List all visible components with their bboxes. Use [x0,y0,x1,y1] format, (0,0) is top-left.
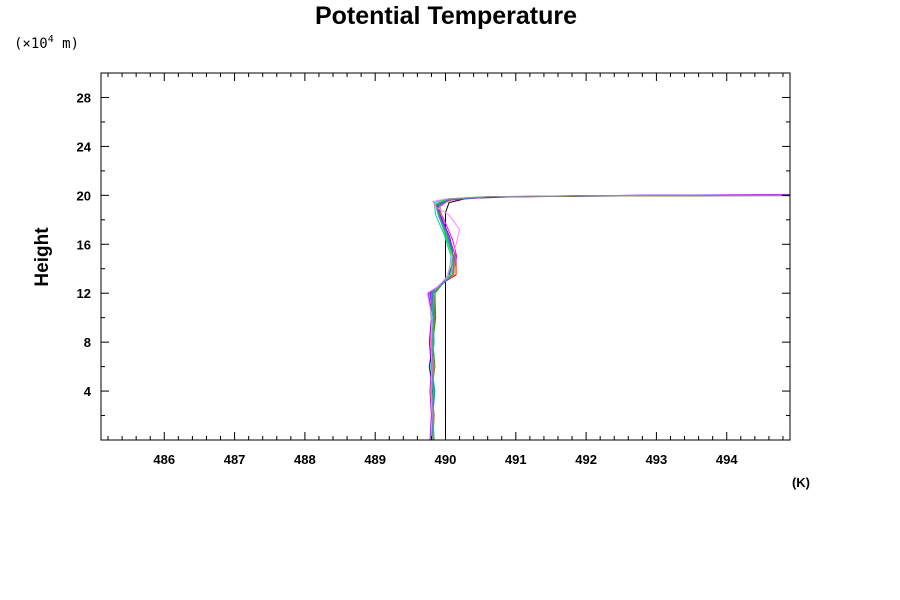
y-unit-suffix: m) [54,36,79,52]
series-line-2 [429,194,791,441]
series-layer [426,193,791,441]
x-tick-label: 493 [646,452,668,467]
y-unit-exponent: 4 [48,34,54,45]
ticks-layer: 486 487 488 489 490 491 492 493 494 4 8 12 16 20 24 28 [77,73,790,467]
x-tick-label: 492 [575,452,597,467]
y-axis-label: Height [32,227,53,287]
y-unit-label: (×104 m) [14,34,79,52]
x-tick-label: 487 [224,452,246,467]
y-tick-label: 28 [77,90,91,105]
series-line-9 [430,194,791,441]
x-tick-label: 491 [505,452,527,467]
x-unit-label: (K) [792,475,810,490]
y-unit-prefix: (×10 [14,36,48,52]
series-line-11 [426,194,791,441]
series-line-3 [428,194,791,441]
series-line-4 [430,194,791,441]
y-tick-label: 24 [77,139,92,154]
series-line-6 [430,194,791,441]
y-tick-label: 12 [77,286,91,301]
y-tick-label: 8 [84,335,91,350]
y-tick-label: 20 [77,188,91,203]
x-tick-label: 488 [294,452,316,467]
series-line-5 [429,193,791,441]
x-tick-label: 494 [716,452,738,467]
series-line-12 [431,194,791,441]
series-line-8 [428,194,791,441]
y-tick-label: 16 [77,237,91,252]
series-line-10 [430,194,791,441]
x-tick-label: 489 [364,452,386,467]
y-tick-label: 4 [84,384,92,399]
series-line-7 [430,194,791,441]
series-line-1 [445,195,791,440]
x-tick-label: 486 [153,452,175,467]
chart-title: Potential Temperature [315,2,577,30]
plot-frame [100,72,791,441]
x-tick-label: 490 [435,452,457,467]
